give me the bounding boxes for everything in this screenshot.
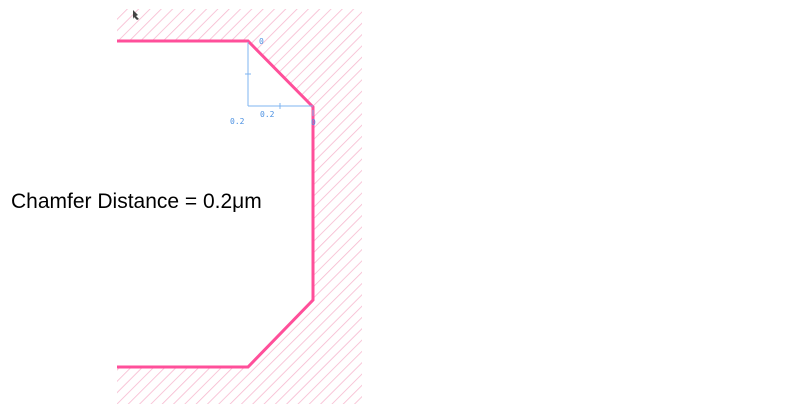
dimension-label-horizontal: 0.2 xyxy=(260,110,275,119)
pointer-icon xyxy=(133,10,139,20)
dimension-label-vertical: 0.2 xyxy=(230,117,245,126)
dimension-label-corner-right: 0 xyxy=(311,118,316,127)
chamfer-dimension xyxy=(245,42,314,116)
chamfer-outline xyxy=(117,39,315,369)
chamfer-distance-caption: Chamfer Distance = 0.2μm xyxy=(11,190,262,213)
dimension-label-corner-top: 0 xyxy=(259,37,264,46)
